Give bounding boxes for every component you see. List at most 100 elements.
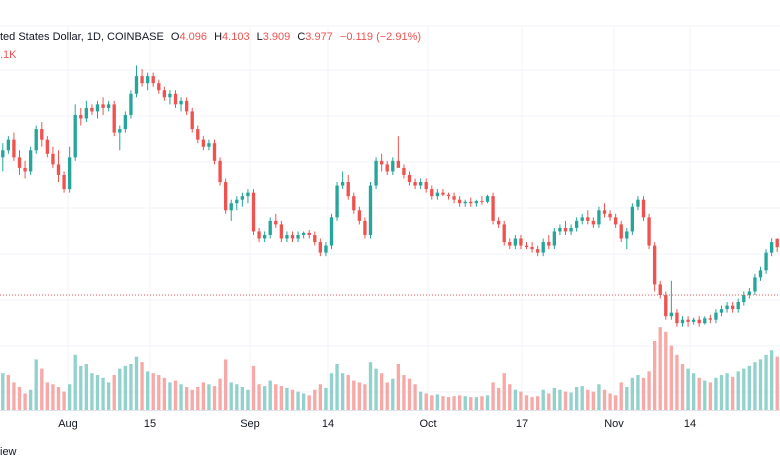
candle-body [764, 252, 768, 271]
volume-bar [619, 382, 623, 410]
candle-body [563, 227, 568, 232]
volume-bar [123, 365, 128, 410]
candle-body [619, 224, 623, 239]
volume-bar [374, 368, 378, 410]
volume-bar [151, 373, 155, 410]
candle-body [134, 76, 139, 94]
candle-body [17, 157, 22, 168]
volume-bar [686, 368, 690, 410]
candle-body [140, 76, 144, 84]
candle-body [45, 139, 50, 154]
volume-bar [625, 387, 629, 410]
volume-bar [407, 378, 412, 410]
candle-body [725, 305, 729, 310]
candle-body [313, 234, 317, 243]
candle-body [452, 196, 456, 200]
candle-body [357, 210, 362, 221]
volume-bar [524, 395, 529, 410]
volume-bar [118, 368, 122, 410]
volume-bar [652, 341, 657, 410]
volume-bar [324, 387, 328, 410]
candle-body [669, 312, 674, 317]
volume-bar [496, 387, 501, 410]
candle-body [730, 305, 735, 310]
volume-bar [435, 394, 440, 410]
candle-body [736, 302, 740, 310]
volume-bar [513, 389, 518, 410]
volume-bar [636, 375, 640, 410]
volume-bar [519, 391, 523, 410]
x-tick-label: Aug [58, 418, 78, 430]
volume-bar [95, 375, 100, 410]
candle-body [597, 210, 601, 225]
volume-bar [40, 368, 44, 410]
volume-bar [157, 375, 161, 410]
candle-body [262, 234, 267, 239]
candle-body [580, 217, 584, 221]
volume-bar [552, 387, 557, 410]
candle-body [90, 107, 94, 112]
candle-body [268, 220, 272, 235]
candle-body [424, 182, 428, 190]
volume-bar [508, 384, 512, 410]
candle-body [123, 114, 128, 130]
candle-body [496, 220, 501, 225]
volume-bar [262, 386, 267, 410]
volume-bar [469, 397, 473, 410]
candle-body [12, 139, 16, 158]
candle-body [697, 319, 701, 324]
volume-bar [574, 387, 579, 410]
volume-bar [396, 364, 401, 410]
attribution[interactable]: iew [0, 446, 17, 458]
volume-bar [446, 397, 451, 410]
candle-body [602, 210, 607, 214]
x-tick-label: Nov [604, 418, 624, 430]
volume-bar [290, 389, 295, 410]
candle-body [196, 129, 200, 140]
candle-body [569, 227, 573, 232]
volume-bar [391, 378, 395, 410]
volume-bar [675, 354, 679, 410]
volume-bar [591, 391, 596, 410]
candle-body [385, 164, 389, 172]
x-tick-label: Sep [240, 418, 260, 430]
candle-body [402, 167, 406, 175]
volume-bar [179, 384, 183, 410]
volume-series [1, 327, 779, 410]
candle-body [714, 312, 718, 320]
volume-bar [764, 354, 768, 410]
candle-body [691, 319, 696, 322]
volume-bar [769, 350, 774, 410]
volume-bar [641, 377, 646, 410]
volume-bar [664, 331, 668, 410]
volume-bar [775, 356, 779, 410]
volume-bar [184, 387, 189, 410]
candle-body [480, 201, 484, 203]
candle-body [184, 100, 189, 112]
x-tick-label: 15 [144, 418, 156, 430]
candle-body [379, 160, 384, 165]
candle-body [329, 217, 334, 246]
candle-body [95, 104, 100, 112]
candle-body [435, 192, 440, 197]
volume-bar [279, 386, 284, 410]
volume-bar [597, 384, 601, 410]
volume-bar [541, 389, 545, 410]
volume-bar [569, 392, 573, 410]
candle-body [758, 270, 763, 278]
candle-body [207, 143, 211, 147]
volume-bar [535, 396, 540, 410]
candle-body [608, 213, 612, 218]
volume-value: .1K [0, 49, 17, 61]
volume-bar [34, 359, 38, 410]
candle-body [368, 185, 373, 235]
candle-body [346, 182, 350, 197]
volume-bar [714, 377, 718, 410]
volume-bar [680, 364, 685, 410]
close-value: 3.977 [305, 31, 333, 43]
volume-bar [285, 387, 289, 410]
volume-bar [385, 382, 389, 410]
candle-body [769, 242, 774, 253]
